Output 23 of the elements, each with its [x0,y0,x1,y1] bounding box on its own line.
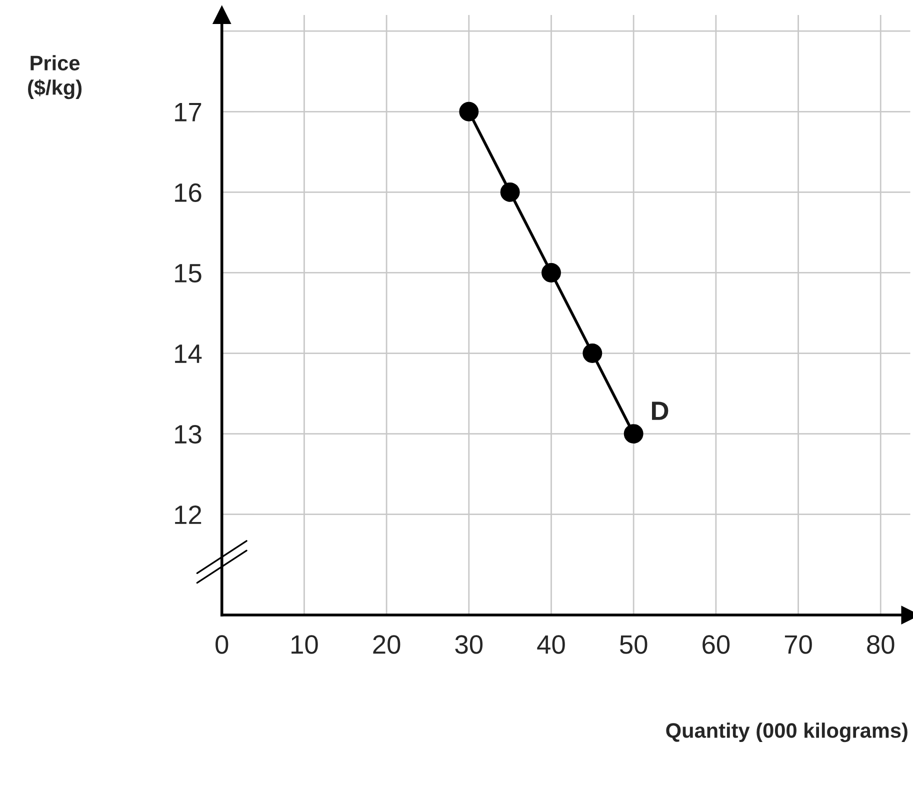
point [582,344,602,363]
point [500,182,520,202]
point [542,263,561,282]
point [459,102,479,122]
y-tick-label: 15 [175,264,202,283]
y-tick-label: 14 [175,344,202,363]
y-tick-label: 12 [175,505,202,524]
x-tick-label: 80 [867,635,894,654]
annotation: D [652,402,668,420]
y-tick-label: 17 [175,103,202,122]
x-tick-label: 0 [216,635,228,654]
y-tick-label: 16 [175,183,202,202]
x-tick-label: 70 [784,635,812,654]
x-tick-label: 50 [620,635,648,654]
point [624,424,644,444]
y-axis-title: Price ($/kg) [28,55,82,100]
x-tick-label: 30 [455,635,483,654]
x-tick-label: 40 [537,635,565,654]
x-tick-label: 60 [702,635,730,654]
x-axis-title: Quantity (000 kilograms) [666,722,908,742]
y-tick-label: 13 [175,424,202,444]
x-tick-label: 10 [292,635,318,654]
x-tick-label: 20 [373,635,400,654]
